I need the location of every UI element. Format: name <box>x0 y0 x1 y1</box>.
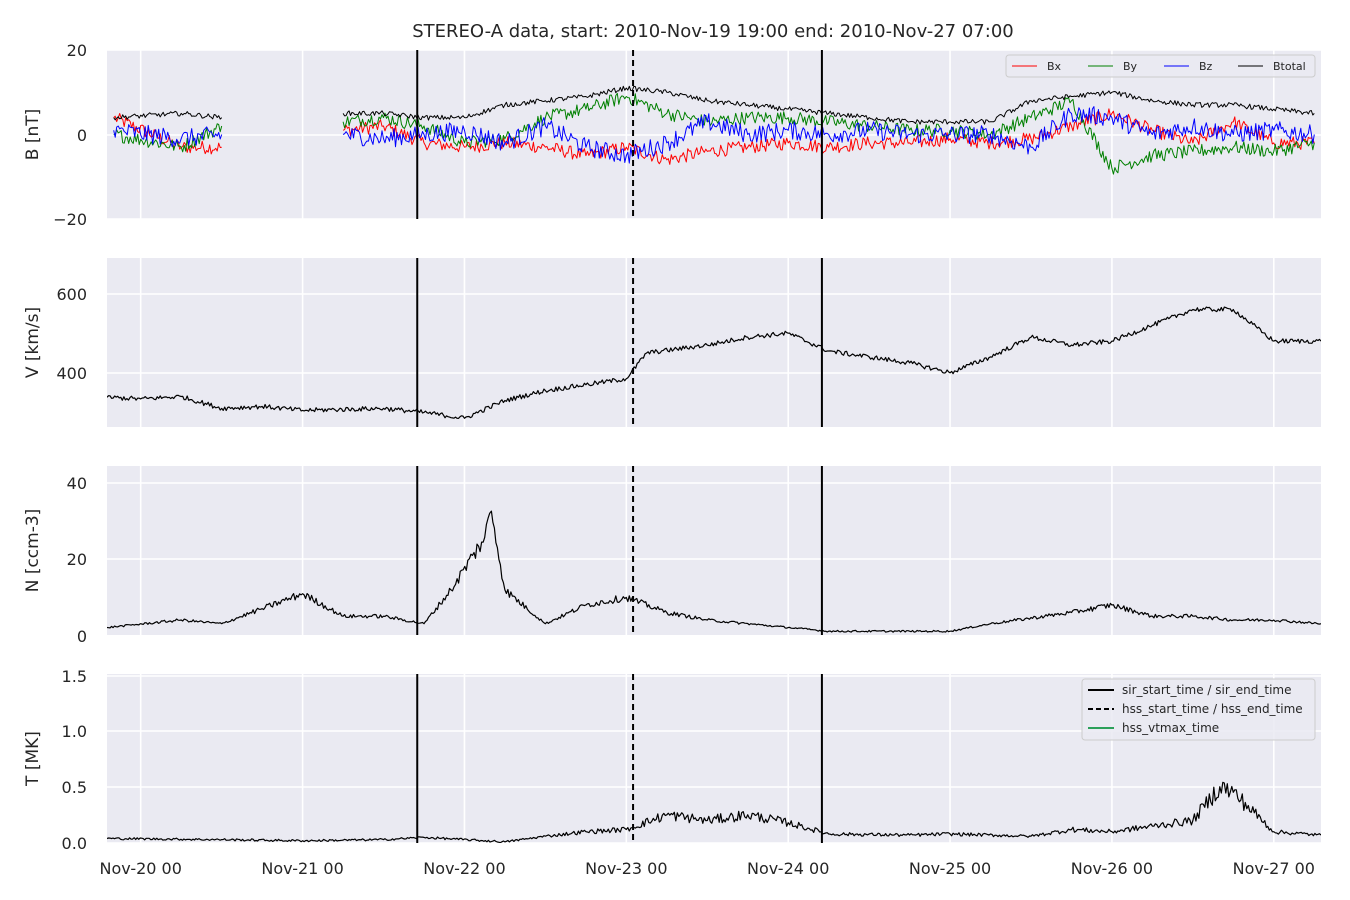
plot-area <box>107 306 1321 419</box>
legend-label-2: hss_vtmax_time <box>1122 721 1219 735</box>
y-tick-label: 1.5 <box>62 667 87 686</box>
plot-area <box>107 510 1321 633</box>
legend-label-Bz: Bz <box>1199 60 1213 73</box>
y-tick-label: 40 <box>67 474 87 493</box>
plot-area <box>107 781 1321 843</box>
legend-label-0: sir_start_time / sir_end_time <box>1122 683 1292 697</box>
y-axis-label: N [ccm-3] <box>23 509 43 593</box>
series-Bz-line <box>113 106 1315 164</box>
series-T-line <box>107 781 1321 843</box>
x-tick-label: Nov-26 00 <box>1071 859 1153 878</box>
plot-area <box>113 85 1315 175</box>
y-tick-label: −20 <box>53 210 87 229</box>
legend-box <box>1005 54 1316 78</box>
x-tick-label: Nov-20 00 <box>100 859 182 878</box>
y-tick-label: 0.0 <box>62 834 87 853</box>
legend-label-Bx: Bx <box>1047 60 1062 73</box>
legend: sir_start_time / sir_end_time hss_start_t… <box>1081 678 1316 741</box>
y-tick-label: 400 <box>56 364 87 383</box>
y-tick-label: 20 <box>67 41 87 60</box>
y-tick-label: 20 <box>67 550 87 569</box>
legend-label-1: hss_start_time / hss_end_time <box>1122 702 1303 716</box>
x-tick-label: Nov-25 00 <box>909 859 991 878</box>
y-axis-label: B [nT] <box>23 109 43 161</box>
panel-4: 1.5 1.0 0.5 0.0 T [MK] sir_start_time / sir_e… <box>23 667 1321 853</box>
x-tick-label: Nov-23 00 <box>585 859 667 878</box>
series-N-line <box>107 510 1321 633</box>
series-V-line <box>107 306 1321 419</box>
x-axis: Nov-20 00 Nov-21 00 Nov-22 00 Nov-23 00 Nov-… <box>100 859 1315 878</box>
legend-label-Btotal: Btotal <box>1273 60 1306 73</box>
panel-background <box>107 258 1321 427</box>
x-tick-label: Nov-24 00 <box>747 859 829 878</box>
y-tick-label: 0 <box>77 627 87 646</box>
panel-3: 40 20 0 N [ccm-3] <box>23 466 1321 646</box>
legend-label-By: By <box>1123 60 1138 73</box>
y-axis-label: T [MK] <box>23 731 43 787</box>
panel-1: 20 0 −20 B [nT] Bx By Bz Btotal <box>23 41 1321 229</box>
y-tick-label: 1.0 <box>62 722 87 741</box>
panel-background <box>107 466 1321 635</box>
x-tick-label: Nov-27 00 <box>1233 859 1315 878</box>
figure-title: STEREO-A data, start: 2010-Nov-19 19:00 … <box>412 21 1013 42</box>
x-tick-label: Nov-22 00 <box>423 859 505 878</box>
panel-2: 600 400 V [km/s] <box>23 258 1321 427</box>
y-tick-label: 0 <box>77 126 87 145</box>
series-By-line <box>113 92 1315 175</box>
x-tick-label: Nov-21 00 <box>261 859 343 878</box>
y-tick-label: 600 <box>56 285 87 304</box>
series-Btotal-line <box>113 85 1315 125</box>
legend: Bx By Bz Btotal <box>1005 54 1316 78</box>
y-tick-label: 0.5 <box>62 778 87 797</box>
legend-box <box>1081 678 1316 741</box>
y-axis-label: V [km/s] <box>23 307 43 378</box>
